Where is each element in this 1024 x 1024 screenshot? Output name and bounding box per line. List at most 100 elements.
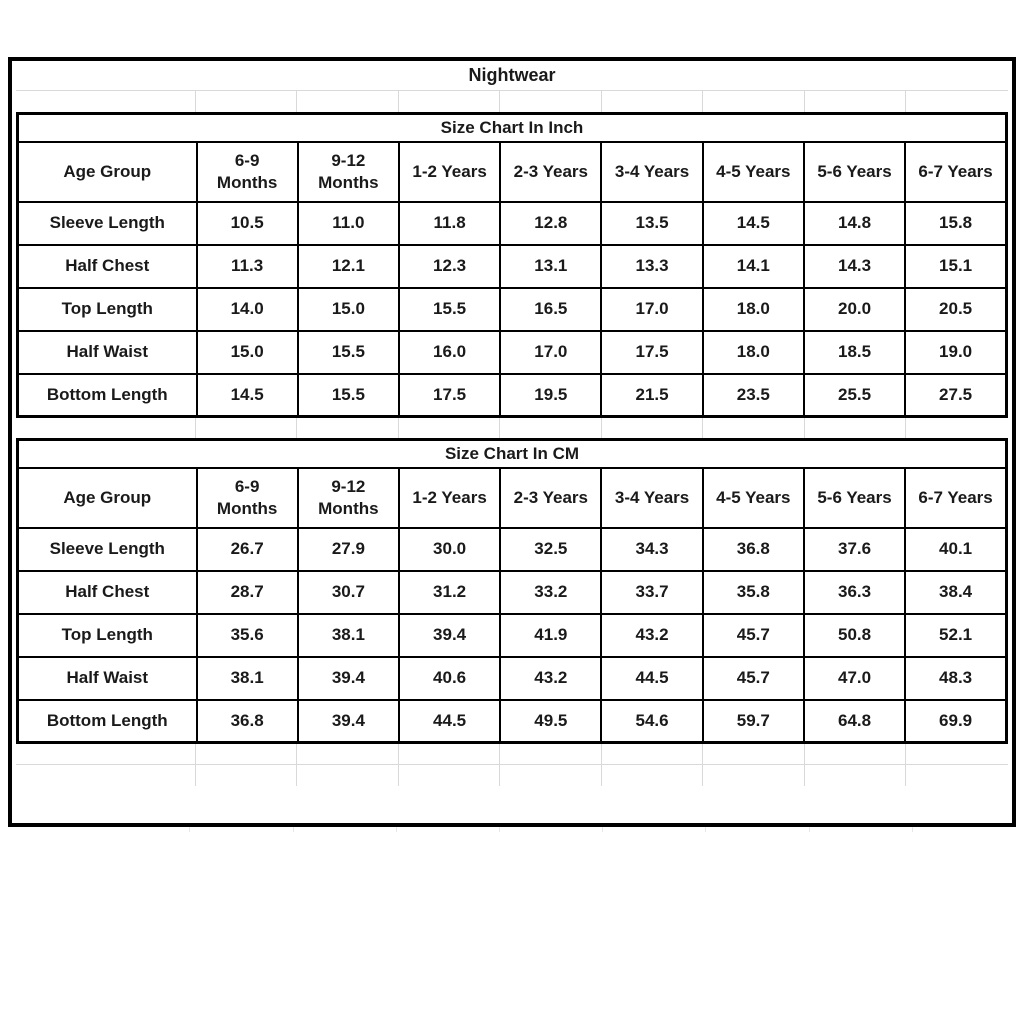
size-value: 13.1 [499,243,603,289]
size-value: 10.5 [195,200,299,246]
grid-cell [399,91,501,112]
spacer-row [16,744,1008,765]
grid-cell [190,827,294,832]
grid-cell [397,827,500,832]
size-value: 35.6 [195,612,299,658]
grid-cell [297,765,399,786]
column-header: Age Group [16,140,198,203]
size-value: 11.8 [397,200,502,246]
size-value: 17.0 [600,286,704,332]
size-value: 36.3 [802,569,907,615]
size-value: 16.5 [499,286,603,332]
row-label: Half Chest [16,569,198,615]
size-value: 40.6 [397,655,502,701]
size-value: 13.3 [600,243,704,289]
table-row: Sleeve Length 10.5 11.0 11.8 12.8 13.5 14.5 14.… [16,200,1008,246]
table-row: Half Chest 28.7 30.7 31.2 33.2 33.7 35.8 36.3 38… [16,569,1008,615]
size-value: 28.7 [195,569,299,615]
column-header: 6-9 Months [195,466,299,529]
grid-cell [913,827,1016,832]
grid-cell [399,744,501,764]
section-title-row: Size Chart In CM [16,438,1008,469]
size-value: 48.3 [904,655,1008,701]
grid-cell [16,418,196,438]
size-value: 14.1 [701,243,805,289]
grid-cell [399,765,501,786]
grid-cell [16,744,196,764]
row-label: Sleeve Length [16,526,198,572]
table-row: Bottom Length 14.5 15.5 17.5 19.5 21.5 23.5 25.… [16,372,1008,418]
size-value: 16.0 [397,329,502,375]
grid-cell [500,827,604,832]
size-value: 38.1 [296,612,400,658]
grid-cell [703,744,805,764]
grid-cell [906,744,1008,764]
size-value: 21.5 [600,372,704,418]
size-value: 15.5 [296,329,400,375]
size-chart-frame: Nightwear Size Chart In Inch Age Group 6-… [8,57,1016,827]
size-value: 15.5 [397,286,502,332]
size-value: 43.2 [600,612,704,658]
size-value: 39.4 [397,612,502,658]
size-value: 19.0 [904,329,1008,375]
table-body: Sleeve Length 26.7 27.9 30.0 32.5 34.3 36.8 37.… [16,526,1008,744]
grid-cell [810,827,913,832]
size-value: 15.0 [296,286,400,332]
column-header: 4-5 Years [701,466,805,529]
grid-cell [706,827,810,832]
grid-cell [500,765,602,786]
column-header: 6-9 Months [195,140,299,203]
grid-cell [196,765,298,786]
column-header: 6-7 Years [904,466,1008,529]
size-value: 14.0 [195,286,299,332]
grid-cell [500,418,602,438]
size-value: 11.3 [195,243,299,289]
grid-cell [297,418,399,438]
size-value: 44.5 [600,655,704,701]
table-head: Size Chart In CM Age Group 6-9 Months 9-12… [16,438,1008,529]
size-value: 32.5 [499,526,603,572]
size-value: 45.7 [701,612,805,658]
column-header: 5-6 Years [802,466,907,529]
size-value: 40.1 [904,526,1008,572]
size-value: 43.2 [499,655,603,701]
grid-cell [602,744,704,764]
grid-cell [805,744,907,764]
size-value: 36.8 [195,698,299,744]
size-value: 14.8 [802,200,907,246]
table-row: Top Length 14.0 15.0 15.5 16.5 17.0 18.0 20.0 20… [16,286,1008,332]
grid-cell [196,418,298,438]
size-value: 50.8 [802,612,907,658]
gridline-stub-row [8,827,1016,832]
page-title: Nightwear [16,61,1008,91]
row-label: Bottom Length [16,372,198,418]
table-row: Half Waist 15.0 15.5 16.0 17.0 17.5 18.0 18.5 19… [16,329,1008,375]
grid-cell [196,91,298,112]
size-value: 15.5 [296,372,400,418]
size-value: 36.8 [701,526,805,572]
size-value: 14.5 [701,200,805,246]
column-header: 4-5 Years [701,140,805,203]
column-header: 1-2 Years [397,466,502,529]
size-value: 18.0 [701,286,805,332]
size-value: 15.0 [195,329,299,375]
size-value: 20.0 [802,286,907,332]
column-header: 6-7 Years [904,140,1008,203]
size-value: 69.9 [904,698,1008,744]
grid-cell [297,744,399,764]
grid-cell [500,744,602,764]
size-value: 17.5 [600,329,704,375]
size-value: 26.7 [195,526,299,572]
size-value: 38.1 [195,655,299,701]
size-value: 39.4 [296,698,400,744]
spacer-row [16,418,1008,438]
row-label: Sleeve Length [16,200,198,246]
size-value: 11.0 [296,200,400,246]
grid-cell [399,418,501,438]
size-value: 37.6 [802,526,907,572]
column-header: 9-12 Months [296,466,400,529]
grid-cell [805,418,907,438]
table-head: Size Chart In Inch Age Group 6-9 Months 9-… [16,112,1008,203]
column-header: Age Group [16,466,198,529]
section-title: Size Chart In CM [16,438,1008,469]
